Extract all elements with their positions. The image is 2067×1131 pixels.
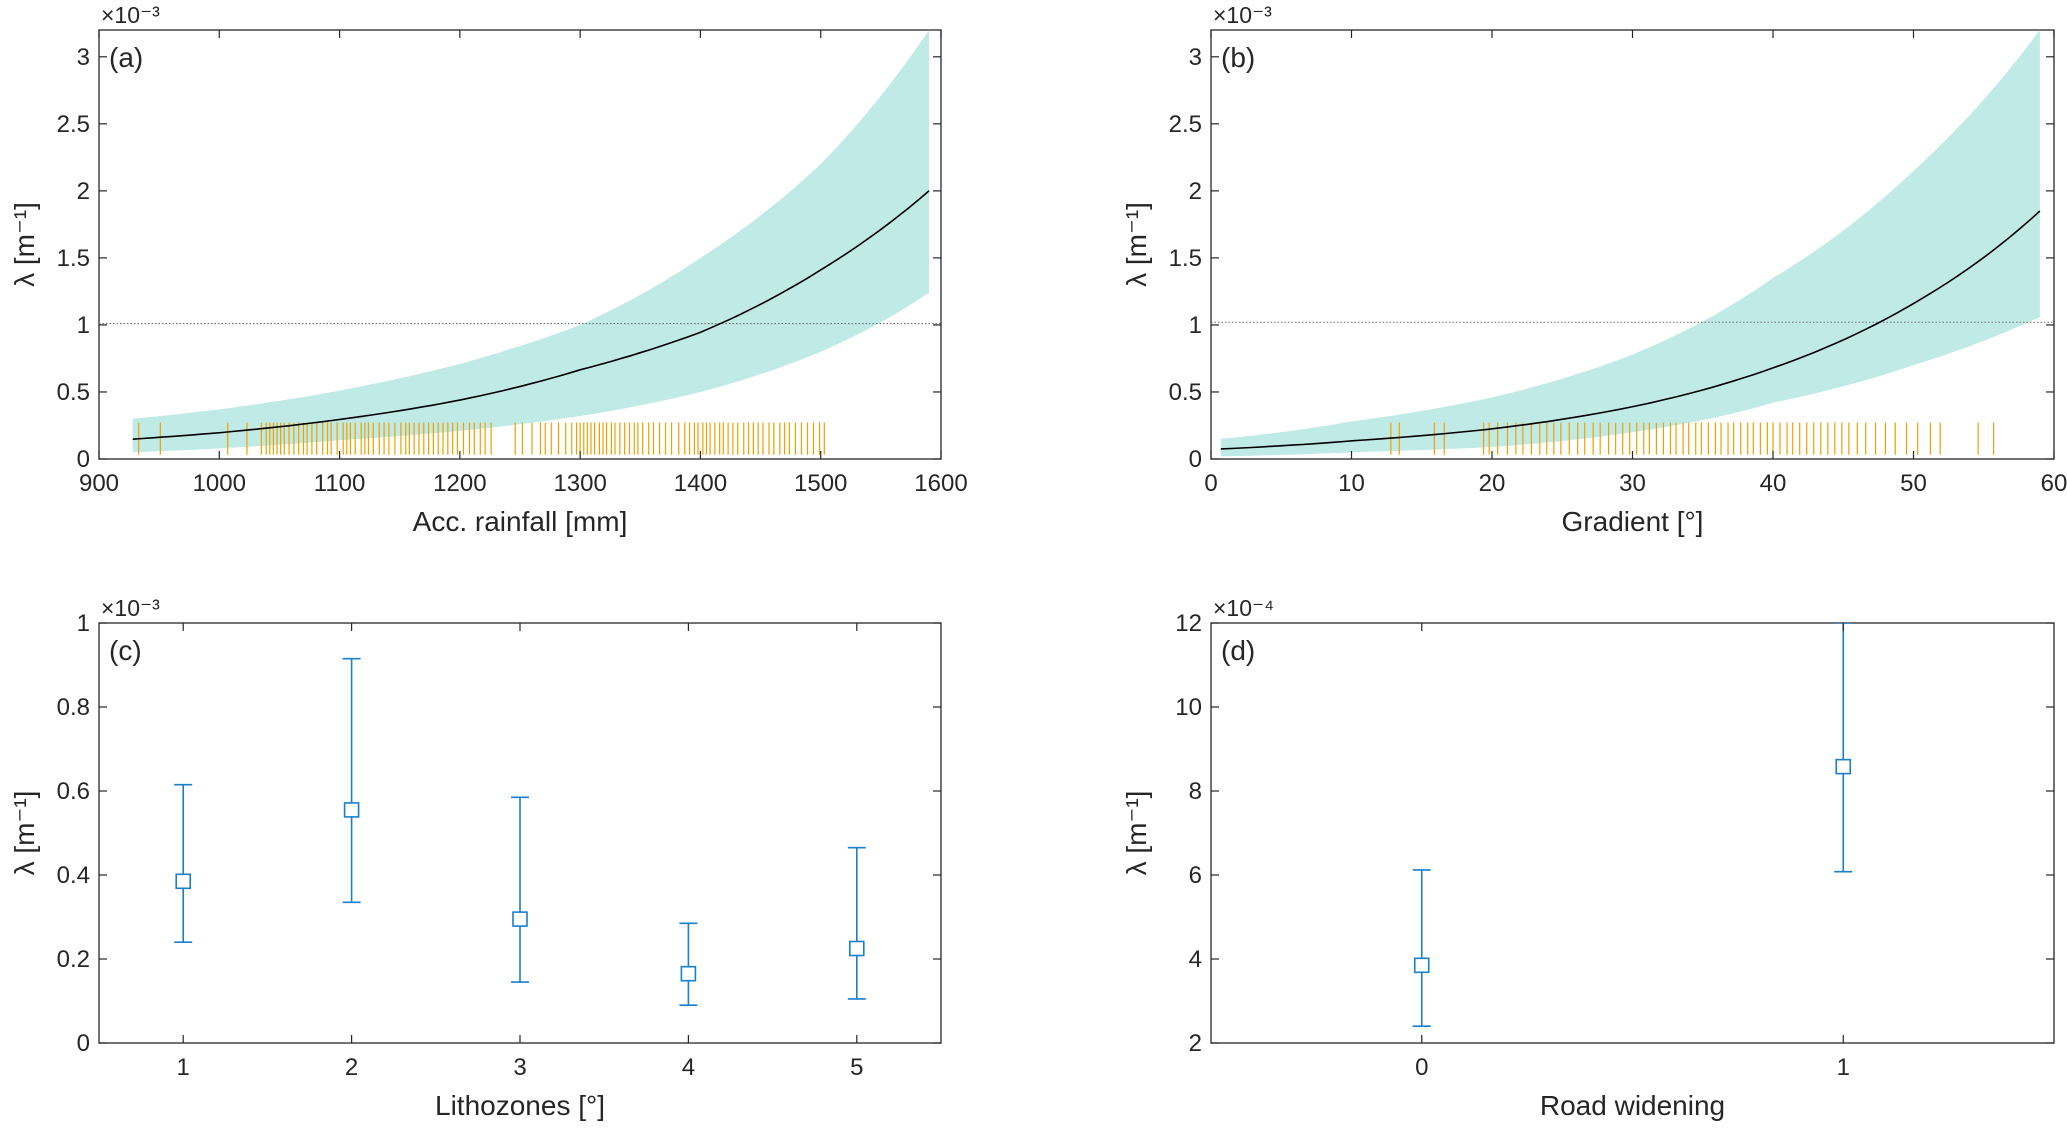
confidence-band [1220, 30, 2040, 457]
y-tick-label: 6 [1189, 862, 1202, 889]
y-exponent-label: ×10⁻³ [1213, 2, 1272, 28]
y-tick-label: 0.2 [57, 946, 90, 973]
y-tick-label: 0.6 [57, 778, 90, 805]
x-tick-label: 30 [1619, 470, 1646, 497]
errorbar-marker [343, 802, 360, 818]
panel-label: (d) [1221, 635, 1255, 666]
errorbar-marker [512, 911, 528, 927]
panel-a: 900 1000 1100 1200 1300 1400 1500 1600 0 0.5 1 1.5 2… [9, 2, 968, 537]
errorbar-marker [1413, 957, 1430, 974]
x-tick-label: 40 [1760, 470, 1787, 497]
panel-label: (a) [109, 42, 143, 73]
x-tick-label: 2 [345, 1054, 358, 1081]
errorbar-point [174, 783, 193, 944]
x-tick-label: 1500 [794, 470, 847, 497]
plot-area [99, 30, 941, 455]
mean-curve [1220, 210, 2041, 450]
panel-label: (c) [109, 635, 142, 666]
y-tick-label: 0.4 [57, 862, 90, 889]
rug-marks [138, 422, 825, 455]
errorbar-point [679, 922, 698, 1007]
y-tick-label: 2.5 [57, 111, 90, 138]
x-axis-label: Lithozones [°] [435, 1090, 605, 1121]
y-tick-label: 0 [1189, 446, 1202, 473]
x-tick-label: 0 [1415, 1054, 1428, 1081]
y-tick-label: 2 [77, 178, 90, 205]
x-tick-label: 1300 [553, 470, 606, 497]
x-tick-label: 60 [2041, 470, 2067, 497]
y-tick-label: 4 [1189, 946, 1202, 973]
x-tick-label: 1 [177, 1054, 190, 1081]
y-tick-label: 1 [77, 610, 90, 637]
errorbar-point [511, 796, 529, 983]
panel-c: 1 2 3 4 5 0 0.2 0.4 0.6 0.8 1 ×10⁻³ (c) Lithozones [°… [9, 595, 942, 1121]
errorbar-marker [848, 940, 865, 957]
x-axis-label: Gradient [°] [1562, 506, 1704, 537]
confidence-band [132, 30, 929, 453]
y-tick-label: 0.5 [57, 379, 90, 406]
x-tick-label: 900 [79, 470, 119, 497]
y-exponent-label: ×10⁻⁴ [1213, 595, 1274, 621]
y-tick-label: 1.5 [57, 245, 90, 272]
axes-frame [1210, 622, 2055, 1044]
x-tick-label: 3 [513, 1054, 526, 1081]
errorbar-marker [175, 873, 191, 890]
x-tick-label: 50 [1900, 470, 1927, 497]
x-axis-label: Road widening [1540, 1090, 1725, 1121]
x-axis-label: Acc. rainfall [mm] [413, 506, 628, 537]
y-tick-label: 0 [77, 1030, 90, 1057]
axes-frame [98, 29, 942, 460]
panel-b: 0 10 20 30 40 50 60 0 0.5 1 1.5 2 2.5 3 ×10⁻³ (b) Gradie… [1121, 2, 2067, 537]
errorbar-point [1412, 869, 1431, 1027]
y-axis-label: λ [m⁻¹] [1121, 791, 1152, 876]
x-tick-label: 20 [1479, 470, 1506, 497]
y-axis-label: λ [m⁻¹] [9, 202, 40, 287]
errorbar-point [1834, 623, 1853, 873]
y-tick-label: 2.5 [1169, 111, 1202, 138]
y-tick-label: 12 [1175, 610, 1202, 637]
y-tick-label: 3 [1189, 44, 1202, 71]
y-tick-label: 3 [77, 44, 90, 71]
x-tick-label: 1 [1837, 1054, 1850, 1081]
errorbar-point [342, 657, 361, 904]
x-tick-label: 1400 [674, 470, 727, 497]
y-tick-label: 0.5 [1169, 379, 1202, 406]
errorbar-marker [680, 965, 697, 982]
x-tick-label: 1000 [193, 470, 246, 497]
errorbar-point [847, 846, 866, 1000]
y-tick-label: 1 [1189, 312, 1202, 339]
y-tick-label: 1.5 [1169, 245, 1202, 272]
plot-area [174, 657, 866, 1007]
panel-label: (b) [1221, 42, 1255, 73]
errorbar-marker [1835, 758, 1852, 775]
y-exponent-label: ×10⁻³ [101, 2, 160, 28]
y-tick-label: 8 [1189, 778, 1202, 805]
x-tick-label: 1200 [433, 470, 486, 497]
x-tick-label: 1100 [314, 470, 366, 497]
y-tick-label: 2 [1189, 178, 1202, 205]
rug-marks [1390, 422, 1995, 455]
y-tick-label: 10 [1175, 694, 1202, 721]
y-exponent-label: ×10⁻³ [101, 595, 160, 621]
x-tick-label: 0 [1204, 470, 1217, 497]
x-tick-label: 5 [850, 1054, 863, 1081]
plot-area [1412, 623, 1853, 1027]
x-tick-label: 10 [1338, 470, 1365, 497]
y-tick-label: 0.8 [57, 694, 90, 721]
y-axis-label: λ [m⁻¹] [1121, 202, 1152, 287]
plot-area [1211, 30, 2054, 457]
y-axis-label: λ [m⁻¹] [9, 791, 40, 876]
y-tick-label: 1 [77, 312, 90, 339]
y-tick-label: 0 [77, 446, 90, 473]
y-tick-label: 2 [1189, 1030, 1202, 1057]
x-tick-label: 1600 [914, 470, 967, 497]
x-tick-label: 4 [682, 1054, 695, 1081]
mean-curve [132, 190, 930, 440]
